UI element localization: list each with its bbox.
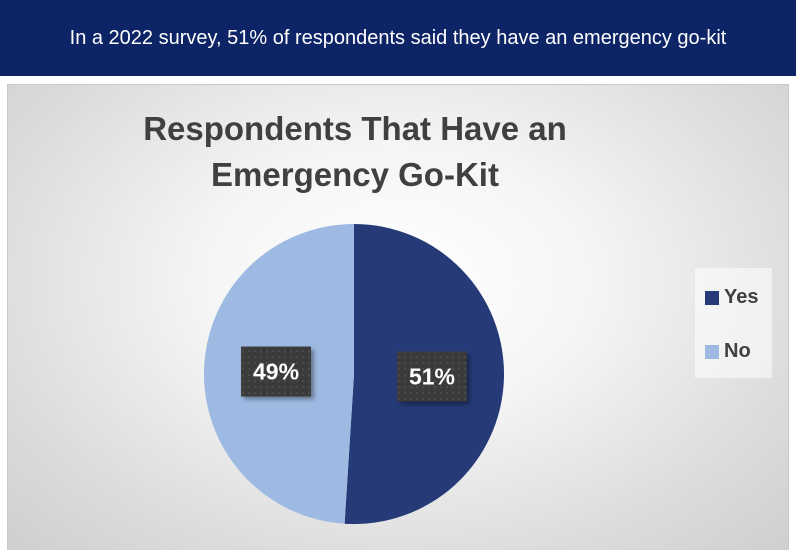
legend-swatch-no (705, 344, 719, 359)
legend-item-no: No (705, 340, 751, 363)
legend-swatch-yes (705, 290, 719, 305)
chart-title: Respondents That Have an Emergency Go-Ki… (143, 110, 567, 193)
data-label-text: 51% (409, 363, 455, 389)
legend-label-no: No (724, 340, 751, 362)
legend-label-yes: Yes (724, 286, 759, 308)
data-label-no: 49% (241, 346, 312, 397)
data-label-text: 49% (253, 359, 299, 385)
legend-item-yes: Yes (705, 286, 758, 309)
legend: Yes No (695, 268, 772, 378)
data-label-box (396, 351, 467, 402)
data-label-box (241, 346, 312, 397)
data-label-yes: 51% (396, 351, 467, 402)
banner-text: In a 2022 survey, 51% of respondents sai… (69, 26, 727, 49)
banner: In a 2022 survey, 51% of respondents sai… (0, 0, 796, 76)
